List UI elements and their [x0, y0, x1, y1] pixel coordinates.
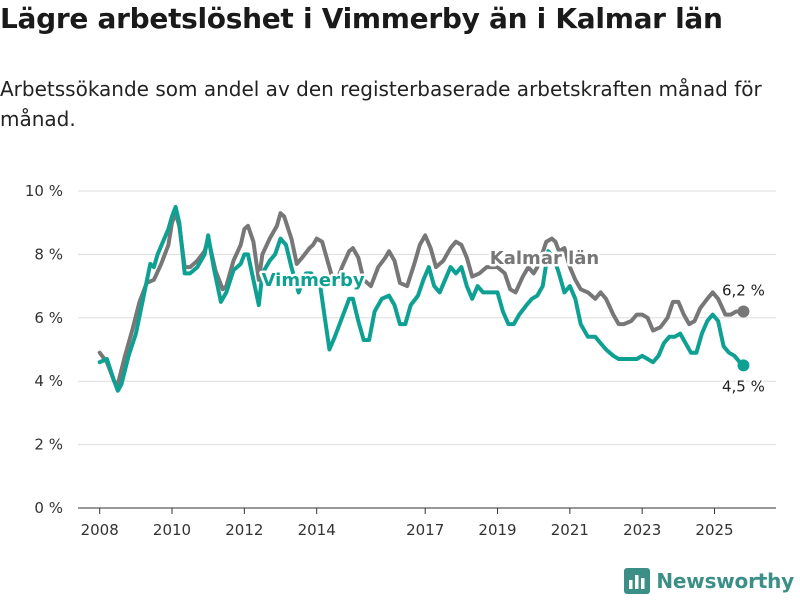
x-tick-label: 2023 [623, 521, 661, 539]
x-tick-label: 2008 [81, 521, 119, 539]
end-point-kalmar-lan [737, 305, 750, 318]
series-lines [97, 204, 750, 393]
bar-chart-icon [624, 568, 651, 594]
y-tick-label: 2 % [34, 436, 63, 454]
x-tick-label: 2010 [153, 521, 191, 539]
y-tick-label: 4 % [34, 372, 63, 390]
x-tick-label: 2014 [298, 521, 336, 539]
end-value-label-kalmar-lan: 6,2 % [722, 281, 765, 299]
x-tick-label: 2017 [406, 521, 444, 539]
chart-title: Lägre arbetslöshet i Vimmerby än i Kalma… [0, 2, 723, 35]
chart-subtitle: Arbetssökande som andel av den registerb… [0, 77, 762, 131]
x-tick-label: 2019 [478, 521, 516, 539]
y-axis: 0 % 2 % 4 % 6 % 8 % 10 % [25, 182, 63, 517]
y-tick-label: 8 % [34, 245, 63, 263]
grid-lines [78, 190, 776, 509]
y-tick-label: 0 % [34, 499, 63, 517]
x-tick-label: 2012 [225, 521, 263, 539]
brand-name: Newsworthy [656, 569, 794, 593]
series-line-vimmerby [97, 204, 746, 393]
series-label-vimmerby: Vimmerby [262, 270, 365, 291]
y-tick-label: 6 % [34, 309, 63, 327]
end-point-vimmerby [737, 359, 750, 372]
newsworthy-logo: Newsworthy [624, 568, 794, 594]
end-value-label-vimmerby: 4,5 % [722, 377, 765, 395]
series-labels: Kalmar län Vimmerby 6,2 % 4,5 % [259, 245, 767, 397]
x-tick-label: 2025 [695, 521, 733, 539]
series-label-kalmar-lan: Kalmar län [490, 248, 599, 269]
y-tick-label: 10 % [25, 182, 63, 200]
x-tick-label: 2021 [551, 521, 589, 539]
x-axis: 2008 2010 2012 2014 2017 2019 2021 2023 2025 [81, 508, 734, 539]
